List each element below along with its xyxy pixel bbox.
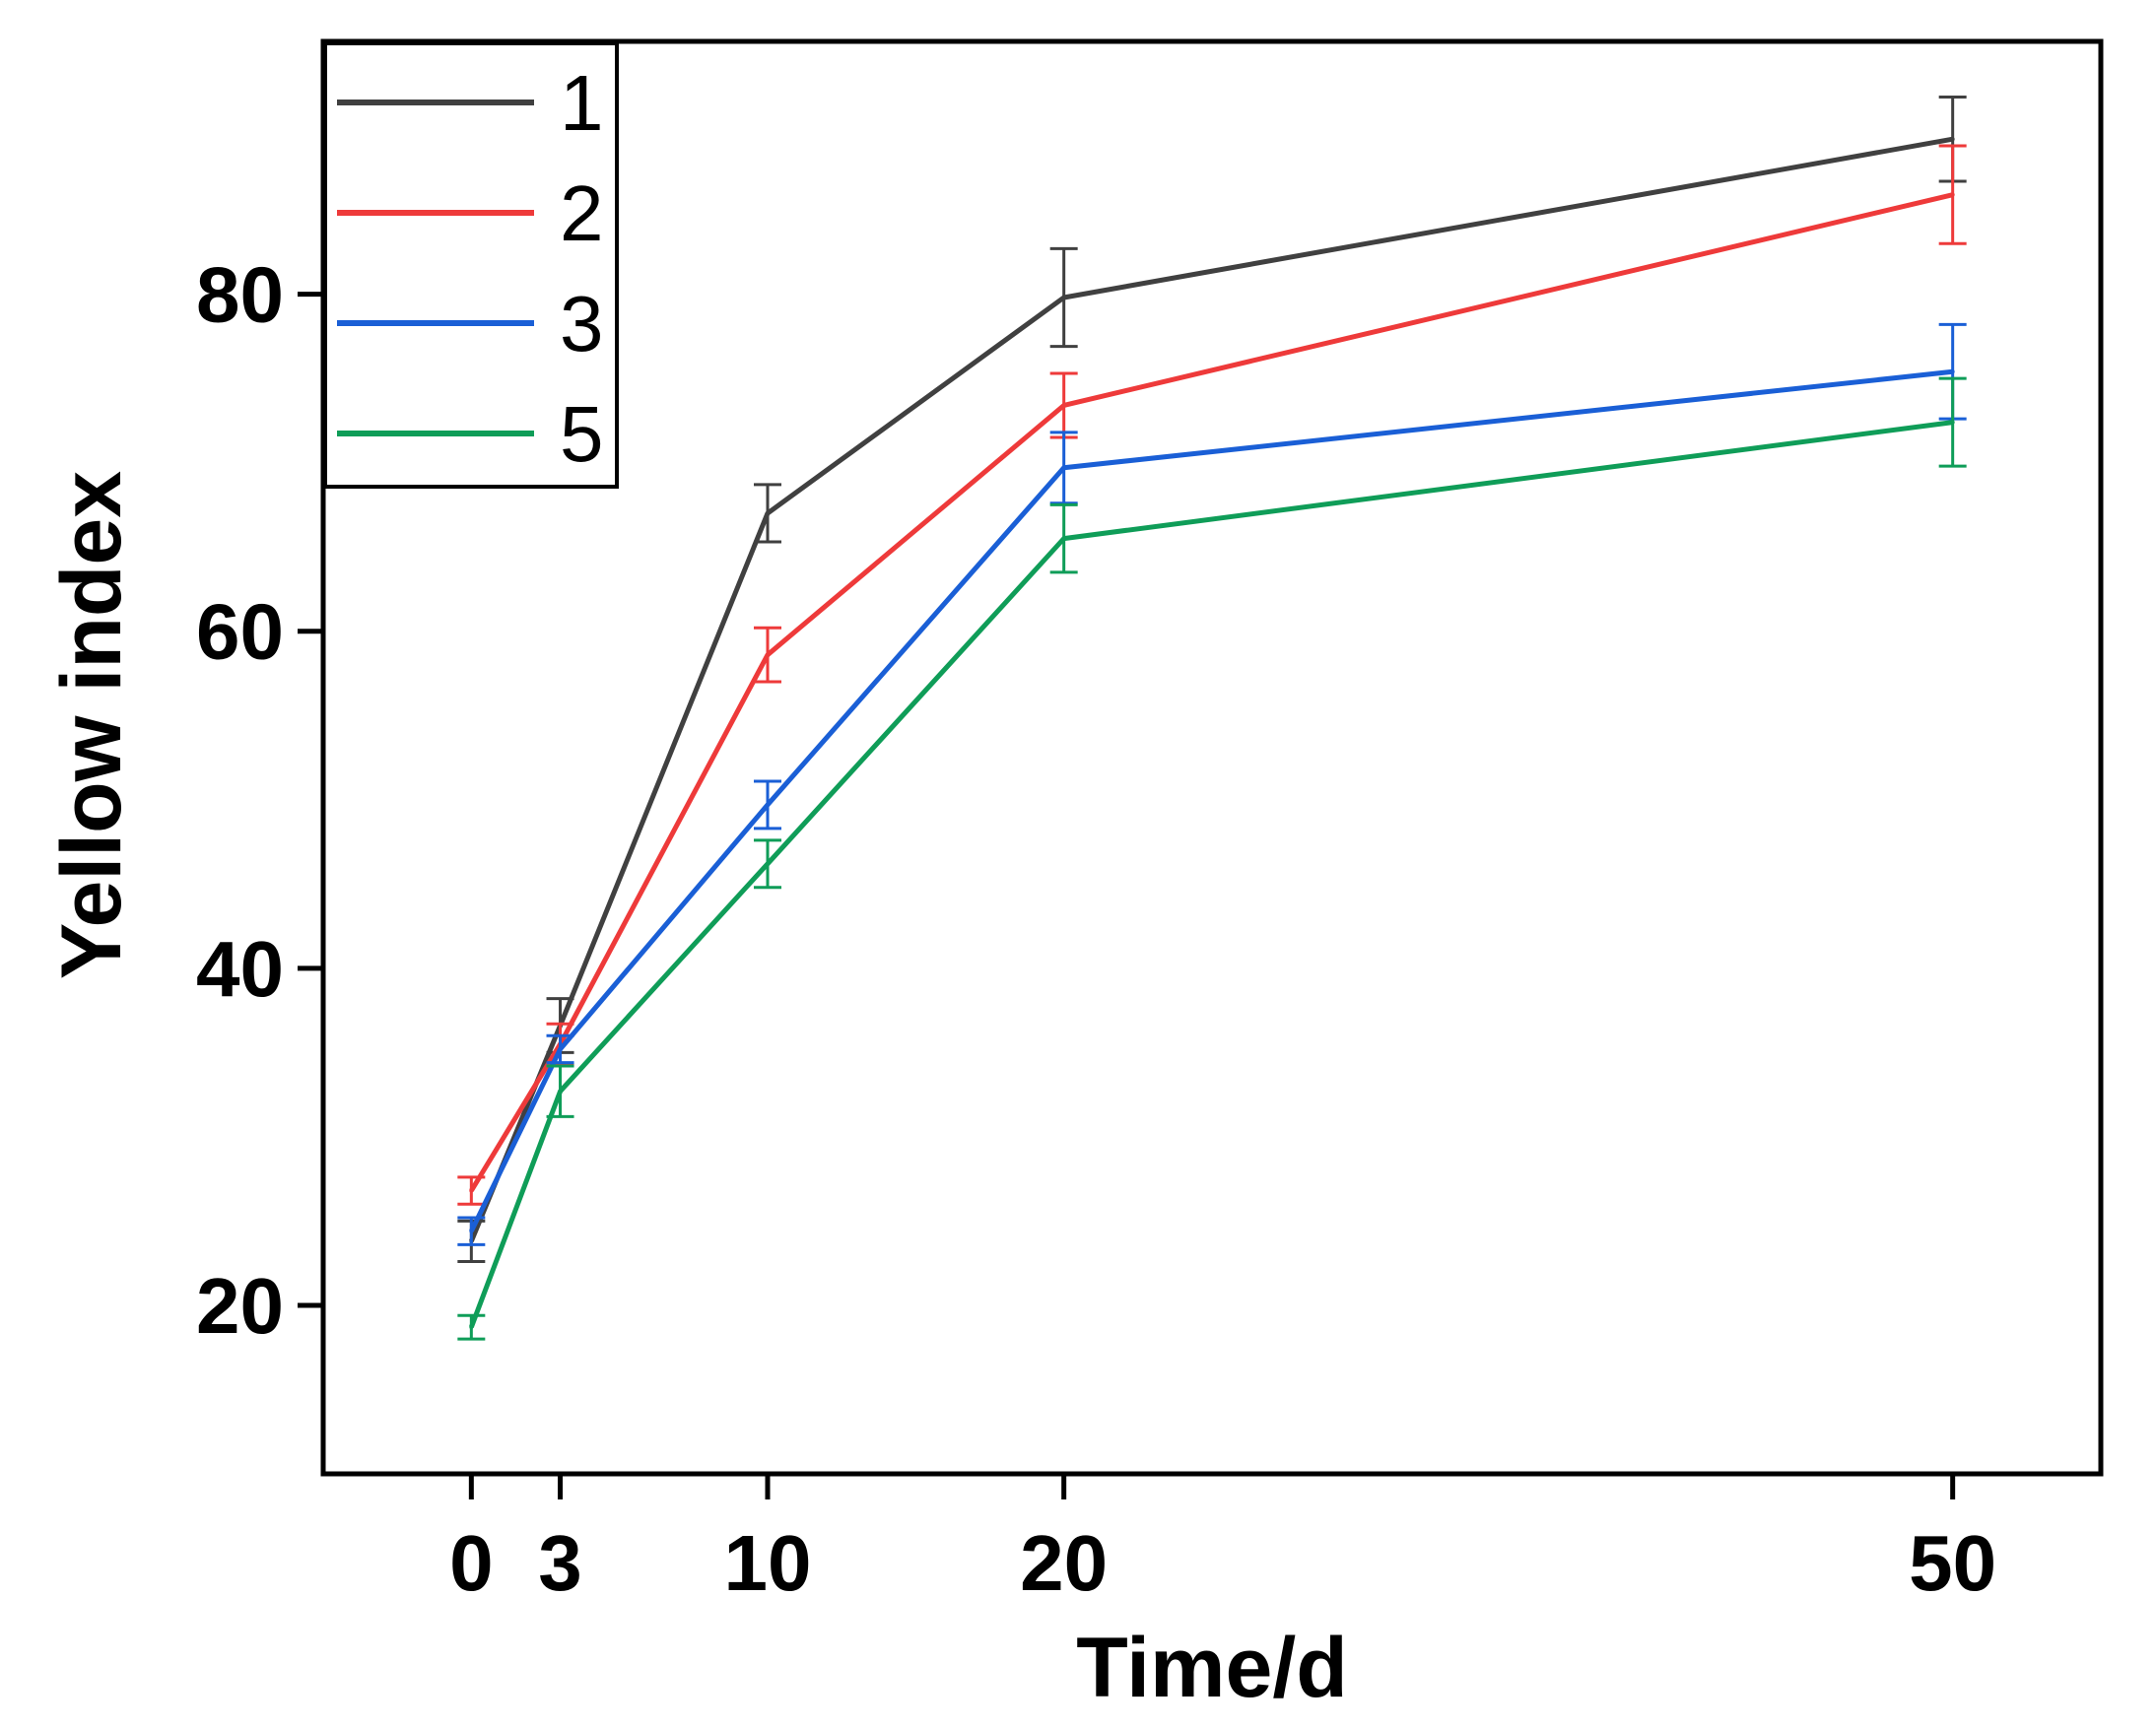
data-point: [558, 1089, 563, 1094]
data-point: [469, 1188, 474, 1193]
x-tick-label: 20: [1020, 1519, 1108, 1607]
series-3: [457, 322, 1967, 1246]
legend-label-1: 1: [560, 59, 604, 147]
data-point: [469, 1229, 474, 1233]
series-5-line: [468, 420, 1953, 1329]
y-tick-label: 60: [196, 588, 284, 676]
y-tick-label: 80: [196, 251, 284, 339]
series-2: [457, 144, 1967, 1206]
legend-label-5: 5: [560, 390, 604, 478]
data-point: [1950, 420, 1955, 425]
data-point: [1950, 192, 1955, 197]
legend-label-3: 3: [560, 280, 604, 367]
x-tick-label: 10: [724, 1519, 812, 1607]
data-point: [766, 861, 770, 866]
data-point: [469, 1325, 474, 1330]
data-point: [766, 802, 770, 807]
data-point: [1061, 536, 1066, 541]
legend: 1 2 3 5: [323, 41, 619, 489]
y-axis-title: Yellow index: [44, 471, 139, 979]
data-point: [1061, 296, 1066, 300]
series-3-line: [469, 368, 1953, 1232]
y-tick-label: 20: [196, 1262, 284, 1350]
series-1: [457, 95, 1967, 1263]
legend-box: [323, 41, 619, 489]
x-tick-label: 3: [538, 1519, 582, 1607]
x-tick-label: 50: [1909, 1519, 1996, 1607]
series-1-line: [469, 136, 1954, 1242]
data-point: [1950, 137, 1955, 142]
x-axis-title: Time/d: [1076, 1621, 1348, 1715]
data-point: [766, 652, 770, 657]
series-layer: [457, 95, 1967, 1341]
data-point: [558, 1046, 563, 1051]
data-point: [1950, 369, 1955, 374]
y-tick-label: 40: [196, 925, 284, 1013]
x-tick-label: 0: [449, 1519, 494, 1607]
data-point: [766, 510, 770, 515]
legend-label-2: 2: [560, 169, 604, 257]
data-point: [1061, 465, 1066, 470]
series-5: [457, 376, 1967, 1341]
plot-frame: [320, 38, 2104, 1477]
data-point: [1061, 403, 1066, 408]
